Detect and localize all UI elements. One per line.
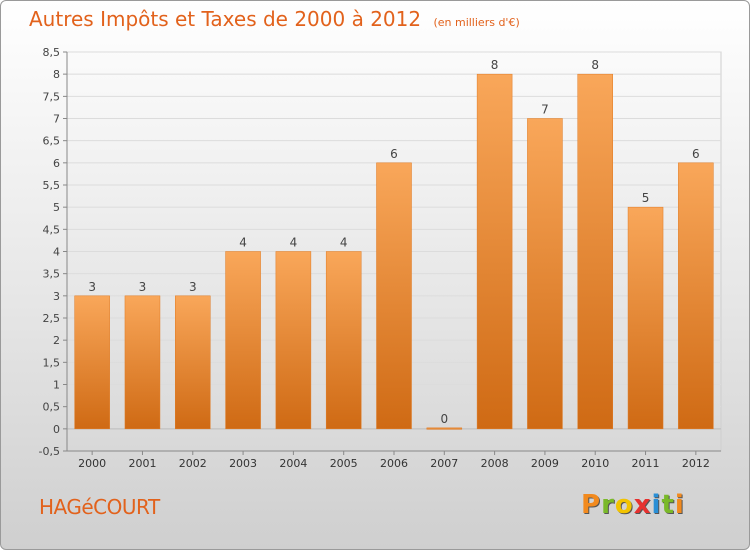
y-tick-label: -0,5 — [39, 445, 60, 458]
y-tick-label: 1 — [53, 379, 60, 392]
x-tick-label-2007: 2007 — [430, 457, 458, 470]
bar-2004 — [275, 251, 312, 430]
logo-letter: r — [601, 490, 615, 520]
y-tick-label: 0,5 — [43, 401, 61, 414]
logo-letter: x — [633, 490, 652, 520]
bar-2006 — [376, 162, 412, 430]
data-label-2005: 4 — [340, 236, 348, 250]
data-label-2001: 3 — [139, 280, 147, 294]
data-label-2004: 4 — [290, 236, 298, 250]
y-tick-label: 3 — [53, 290, 60, 303]
logo-letter: i — [651, 490, 662, 520]
commune-name: HAGéCOURT — [39, 495, 160, 519]
y-tick-label: 8 — [53, 68, 60, 81]
bar-2005 — [325, 251, 362, 430]
y-tick-label: 2,5 — [43, 312, 61, 325]
y-tick-label: 1,5 — [43, 356, 61, 369]
y-tick-label: 6,5 — [43, 135, 61, 148]
bar-2008 — [476, 73, 513, 430]
logo-letter: o — [614, 490, 634, 520]
bar-2012 — [678, 162, 714, 430]
y-tick-label: 7,5 — [43, 90, 61, 103]
y-tick-label: 3,5 — [43, 268, 61, 281]
x-tick-label-2004: 2004 — [279, 457, 307, 470]
y-tick-label: 4,5 — [43, 223, 61, 236]
data-label-2008: 8 — [491, 58, 499, 72]
chart-title: Autres Impôts et Taxes de 2000 à 2012 (e… — [29, 7, 520, 31]
bar-2000 — [74, 295, 110, 430]
x-tick-label-2008: 2008 — [481, 457, 509, 470]
data-label-2011: 5 — [642, 191, 650, 205]
x-tick-label-2002: 2002 — [179, 457, 207, 470]
y-tick-label: 4 — [53, 246, 60, 259]
y-tick-label: 6 — [53, 157, 60, 170]
y-tick-label: 0 — [53, 423, 60, 436]
proxiti-logo: Proxiti — [581, 490, 685, 520]
x-tick-label-2001: 2001 — [128, 457, 156, 470]
bar-2010 — [577, 73, 613, 430]
x-tick-label-2006: 2006 — [380, 457, 408, 470]
bar-2007 — [426, 427, 463, 430]
x-tick-label-2010: 2010 — [581, 457, 609, 470]
x-tick-label-2003: 2003 — [229, 457, 257, 470]
logo-letter: t — [661, 490, 675, 520]
bar-2003 — [225, 251, 261, 430]
y-tick-label: 5 — [53, 201, 60, 214]
data-label-2012: 6 — [692, 147, 700, 161]
x-tick-label-2009: 2009 — [531, 457, 559, 470]
x-tick-label-2005: 2005 — [330, 457, 358, 470]
x-tick-label-2000: 2000 — [78, 457, 106, 470]
y-tick-label: 8,5 — [43, 46, 61, 59]
logo-letter: P — [581, 490, 602, 520]
data-label-2006: 6 — [390, 147, 398, 161]
bar-2009 — [527, 118, 563, 430]
y-tick-label: 5,5 — [43, 179, 61, 192]
chart-title-text: Autres Impôts et Taxes de 2000 à 2012 — [29, 7, 422, 31]
data-label-2003: 4 — [239, 236, 247, 250]
x-tick-label-2012: 2012 — [682, 457, 710, 470]
data-label-2007: 0 — [440, 412, 448, 426]
data-label-2010: 8 — [591, 58, 599, 72]
chart-subtitle: (en milliers d'€) — [433, 16, 520, 29]
bar-2002 — [175, 295, 211, 430]
y-tick-label: 2 — [53, 334, 60, 347]
data-label-2002: 3 — [189, 280, 197, 294]
bar-2001 — [124, 295, 161, 430]
bar-2011 — [627, 206, 664, 430]
y-tick-label: 7 — [53, 113, 60, 126]
x-tick-label-2011: 2011 — [632, 457, 660, 470]
data-label-2009: 7 — [541, 103, 549, 117]
data-label-2000: 3 — [88, 280, 96, 294]
logo-letter: i — [674, 490, 685, 520]
